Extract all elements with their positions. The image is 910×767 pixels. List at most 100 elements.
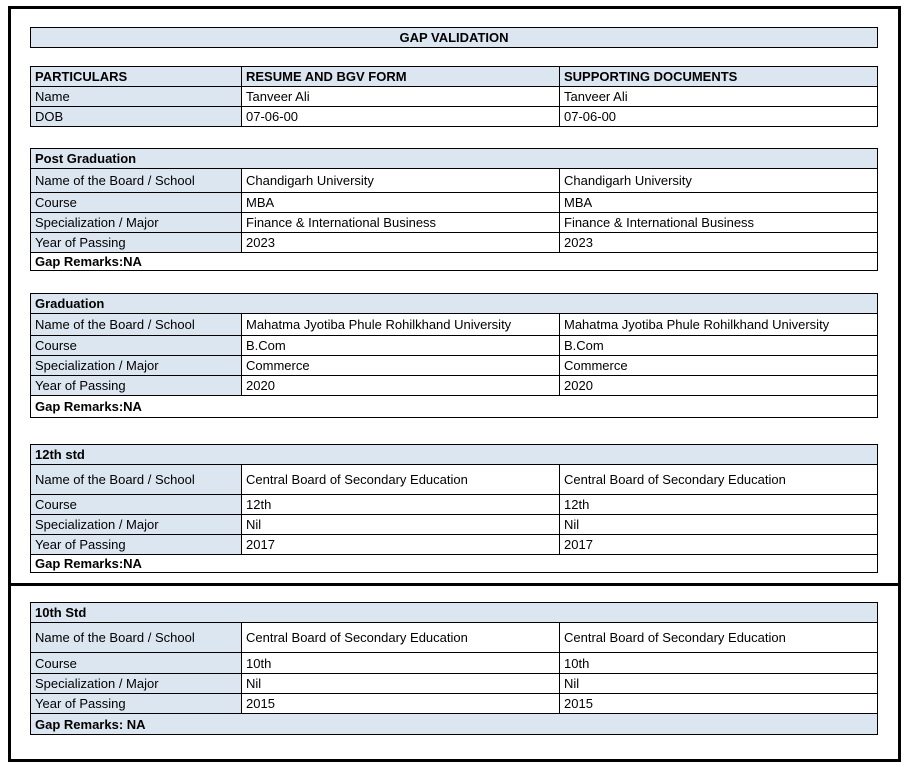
section-header-row: 12th std xyxy=(31,445,878,465)
gap-remarks: Gap Remarks:NA xyxy=(31,253,878,271)
row-label: Name of the Board / School xyxy=(31,169,242,193)
section-title: 10th Std xyxy=(31,603,878,623)
row-label: Specialization / Major xyxy=(31,356,242,376)
column-header-supporting-documents: SUPPORTING DOCUMENTS xyxy=(560,67,878,87)
supporting-value: B.Com xyxy=(560,336,878,356)
resume-value: Chandigarh University xyxy=(242,169,560,193)
supporting-value: Nil xyxy=(560,515,878,535)
supporting-value: 07-06-00 xyxy=(560,107,878,127)
row-label: DOB xyxy=(31,107,242,127)
column-header-resume-bgv-form: RESUME AND BGV FORM xyxy=(242,67,560,87)
resume-value: Commerce xyxy=(242,356,560,376)
table-row: Year of Passing 2017 2017 xyxy=(31,535,878,555)
table-row: Name of the Board / School Mahatma Jyoti… xyxy=(31,314,878,336)
section-graduation: Graduation Name of the Board / School Ma… xyxy=(30,293,878,418)
table-row: Name of the Board / School Central Board… xyxy=(31,623,878,653)
table-row: Year of Passing 2023 2023 xyxy=(31,233,878,253)
table-row: Name of the Board / School Chandigarh Un… xyxy=(31,169,878,193)
supporting-value: 2015 xyxy=(560,694,878,714)
table-row-name: Name Tanveer Ali Tanveer Ali xyxy=(31,87,878,107)
table-row: Specialization / Major Commerce Commerce xyxy=(31,356,878,376)
row-label: Name xyxy=(31,87,242,107)
gap-remarks-row: Gap Remarks:NA xyxy=(31,396,878,418)
table-row: Specialization / Major Finance & Interna… xyxy=(31,213,878,233)
row-label: Name of the Board / School xyxy=(31,623,242,653)
row-label: Specialization / Major xyxy=(31,674,242,694)
table-row: Name of the Board / School Central Board… xyxy=(31,465,878,495)
supporting-value: MBA xyxy=(560,193,878,213)
section-title: 12th std xyxy=(31,445,878,465)
supporting-value: Commerce xyxy=(560,356,878,376)
supporting-value: Chandigarh University xyxy=(560,169,878,193)
row-label: Year of Passing xyxy=(31,694,242,714)
resume-value: 2015 xyxy=(242,694,560,714)
gap-remarks: Gap Remarks: NA xyxy=(31,714,878,735)
table-row: Course B.Com B.Com xyxy=(31,336,878,356)
table-row: Year of Passing 2020 2020 xyxy=(31,376,878,396)
gap-remarks-row: Gap Remarks: NA xyxy=(31,714,878,735)
section-header-row: Graduation xyxy=(31,294,878,314)
resume-value: 10th xyxy=(242,653,560,674)
gap-remarks: Gap Remarks:NA xyxy=(31,555,878,573)
row-label: Course xyxy=(31,495,242,515)
supporting-value: 2020 xyxy=(560,376,878,396)
resume-value: 2017 xyxy=(242,535,560,555)
section-header-row: 10th Std xyxy=(31,603,878,623)
row-label: Specialization / Major xyxy=(31,213,242,233)
header-table-columns-row: PARTICULARS RESUME AND BGV FORM SUPPORTI… xyxy=(31,67,878,87)
header-table: PARTICULARS RESUME AND BGV FORM SUPPORTI… xyxy=(30,66,878,127)
resume-value: Central Board of Secondary Education xyxy=(242,465,560,495)
table-row: Course 10th 10th xyxy=(31,653,878,674)
row-label: Specialization / Major xyxy=(31,515,242,535)
supporting-value: Mahatma Jyotiba Phule Rohilkhand Univers… xyxy=(560,314,878,336)
section-12th-std: 12th std Name of the Board / School Cent… xyxy=(30,444,878,573)
resume-value: Tanveer Ali xyxy=(242,87,560,107)
gap-remarks-row: Gap Remarks:NA xyxy=(31,253,878,271)
resume-value: MBA xyxy=(242,193,560,213)
row-label: Name of the Board / School xyxy=(31,465,242,495)
resume-value: B.Com xyxy=(242,336,560,356)
column-header-particulars: PARTICULARS xyxy=(31,67,242,87)
supporting-value: Central Board of Secondary Education xyxy=(560,465,878,495)
resume-value: Nil xyxy=(242,515,560,535)
supporting-value: Nil xyxy=(560,674,878,694)
resume-value: Mahatma Jyotiba Phule Rohilkhand Univers… xyxy=(242,314,560,336)
table-row: Specialization / Major Nil Nil xyxy=(31,674,878,694)
supporting-value: 2017 xyxy=(560,535,878,555)
page-frame-top: GAP VALIDATION PARTICULARS RESUME AND BG… xyxy=(8,6,901,586)
row-label: Course xyxy=(31,653,242,674)
supporting-value: Finance & International Business xyxy=(560,213,878,233)
page-frame-bottom: 10th Std Name of the Board / School Cent… xyxy=(8,583,901,762)
supporting-value: 2023 xyxy=(560,233,878,253)
resume-value: 12th xyxy=(242,495,560,515)
row-label: Course xyxy=(31,193,242,213)
supporting-value: Central Board of Secondary Education xyxy=(560,623,878,653)
resume-value: Nil xyxy=(242,674,560,694)
table-row: Course 12th 12th xyxy=(31,495,878,515)
row-label: Year of Passing xyxy=(31,376,242,396)
supporting-value: 12th xyxy=(560,495,878,515)
row-label: Year of Passing xyxy=(31,233,242,253)
section-title: Post Graduation xyxy=(31,149,878,169)
resume-value: Central Board of Secondary Education xyxy=(242,623,560,653)
table-row-dob: DOB 07-06-00 07-06-00 xyxy=(31,107,878,127)
section-header-row: Post Graduation xyxy=(31,149,878,169)
section-10th-std: 10th Std Name of the Board / School Cent… xyxy=(30,602,878,735)
resume-value: 07-06-00 xyxy=(242,107,560,127)
supporting-value: Tanveer Ali xyxy=(560,87,878,107)
table-row: Year of Passing 2015 2015 xyxy=(31,694,878,714)
section-title: Graduation xyxy=(31,294,878,314)
row-label: Course xyxy=(31,336,242,356)
resume-value: Finance & International Business xyxy=(242,213,560,233)
resume-value: 2023 xyxy=(242,233,560,253)
table-row: Specialization / Major Nil Nil xyxy=(31,515,878,535)
supporting-value: 10th xyxy=(560,653,878,674)
gap-remarks-row: Gap Remarks:NA xyxy=(31,555,878,573)
document-title: GAP VALIDATION xyxy=(30,27,878,48)
section-post-graduation: Post Graduation Name of the Board / Scho… xyxy=(30,148,878,271)
gap-remarks: Gap Remarks:NA xyxy=(31,396,878,418)
row-label: Year of Passing xyxy=(31,535,242,555)
resume-value: 2020 xyxy=(242,376,560,396)
row-label: Name of the Board / School xyxy=(31,314,242,336)
